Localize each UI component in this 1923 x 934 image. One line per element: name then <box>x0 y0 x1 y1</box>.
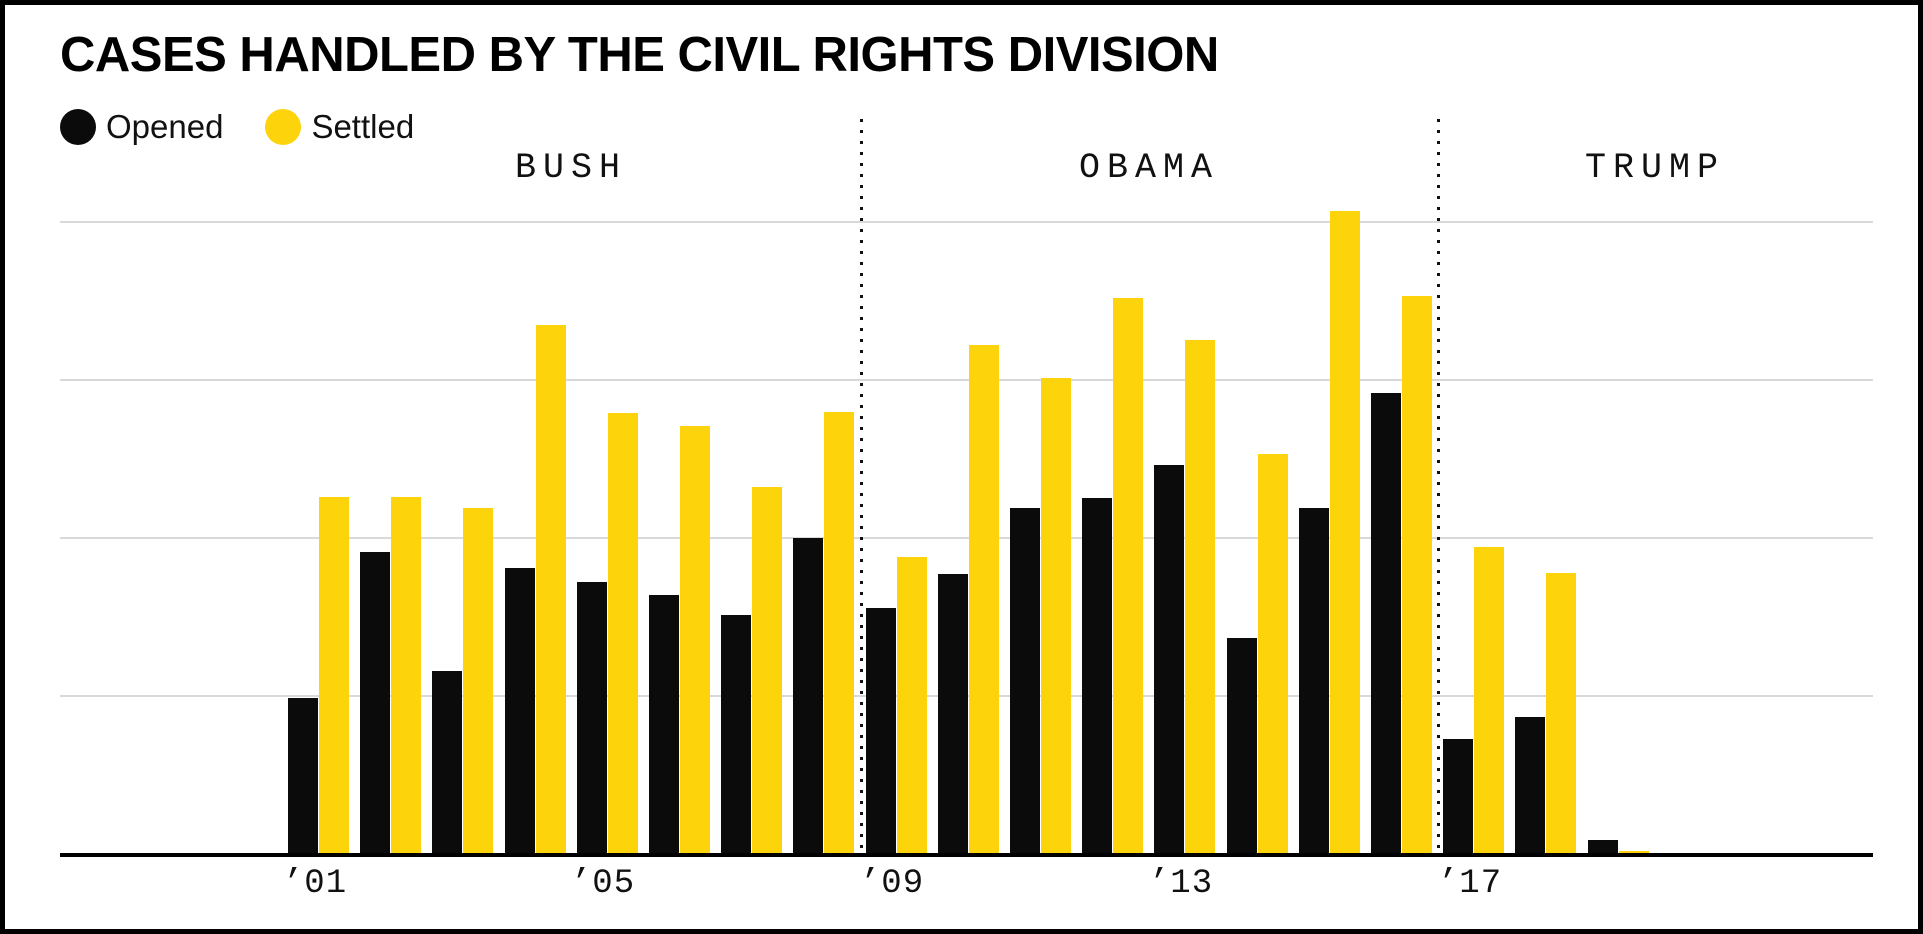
bar-opened-2019 <box>1588 840 1618 854</box>
bar-opened-2018 <box>1515 717 1545 854</box>
bar-settled-2009 <box>897 557 927 854</box>
section-label-bush: BUSH <box>514 148 628 188</box>
x-tick-2009: ’09 <box>859 865 925 903</box>
gridline-3 <box>60 379 1873 381</box>
legend-label-settled: Settled <box>311 108 415 145</box>
bar-settled-2013 <box>1185 340 1215 854</box>
opened-swatch-icon <box>60 109 96 145</box>
bar-settled-2001 <box>319 497 349 854</box>
bar-settled-2006 <box>680 426 710 854</box>
bar-settled-2010 <box>969 345 999 854</box>
gridline-2 <box>60 537 1873 539</box>
bar-opened-2009 <box>866 608 896 854</box>
x-tick-2001: ’01 <box>282 865 348 903</box>
bar-settled-2012 <box>1113 298 1143 854</box>
settled-swatch-icon <box>265 109 302 145</box>
bar-opened-2007 <box>721 615 751 854</box>
bar-opened-2006 <box>649 595 679 854</box>
bar-settled-2016 <box>1402 296 1432 854</box>
section-label-trump: TRUMP <box>1584 148 1726 188</box>
separator-2 <box>1437 119 1440 854</box>
bar-opened-2010 <box>938 574 968 854</box>
bar-opened-2008 <box>793 538 823 854</box>
separator-1 <box>860 119 863 854</box>
bar-opened-2011 <box>1010 508 1040 854</box>
legend-label-opened: Opened <box>106 108 224 145</box>
x-tick-2013: ’13 <box>1148 865 1214 903</box>
bar-settled-2017 <box>1474 547 1504 854</box>
bar-opened-2014 <box>1227 638 1257 854</box>
legend: Opened Settled <box>60 108 414 146</box>
bar-settled-2008 <box>824 412 854 854</box>
bar-opened-2002 <box>360 552 390 854</box>
bar-settled-2007 <box>752 487 782 854</box>
bar-opened-2015 <box>1299 508 1329 854</box>
bar-settled-2004 <box>536 325 566 854</box>
bar-settled-2018 <box>1546 573 1576 854</box>
bar-opened-2016 <box>1371 393 1401 854</box>
legend-item-settled: Settled <box>265 108 414 146</box>
bar-opened-2017 <box>1443 739 1473 854</box>
bar-settled-2019 <box>1619 851 1649 854</box>
bar-opened-2013 <box>1154 465 1184 854</box>
x-axis-line <box>60 853 1873 857</box>
legend-item-opened: Opened <box>60 108 223 146</box>
bar-opened-2003 <box>432 671 462 854</box>
chart-title: CASES HANDLED BY THE CIVIL RIGHTS DIVISI… <box>60 28 1219 82</box>
gridline-4 <box>60 221 1873 223</box>
bar-opened-2005 <box>577 582 607 854</box>
bar-settled-2011 <box>1041 378 1071 854</box>
x-tick-2017: ’17 <box>1437 865 1503 903</box>
bar-settled-2014 <box>1258 454 1288 854</box>
bar-opened-2012 <box>1082 498 1112 854</box>
bar-settled-2002 <box>391 497 421 854</box>
x-tick-2005: ’05 <box>570 865 636 903</box>
bar-settled-2005 <box>608 413 638 854</box>
section-label-obama: OBAMA <box>1078 148 1220 188</box>
bar-opened-2001 <box>288 698 318 854</box>
bar-settled-2015 <box>1330 211 1360 854</box>
bar-opened-2004 <box>505 568 535 854</box>
bar-settled-2003 <box>463 508 493 854</box>
